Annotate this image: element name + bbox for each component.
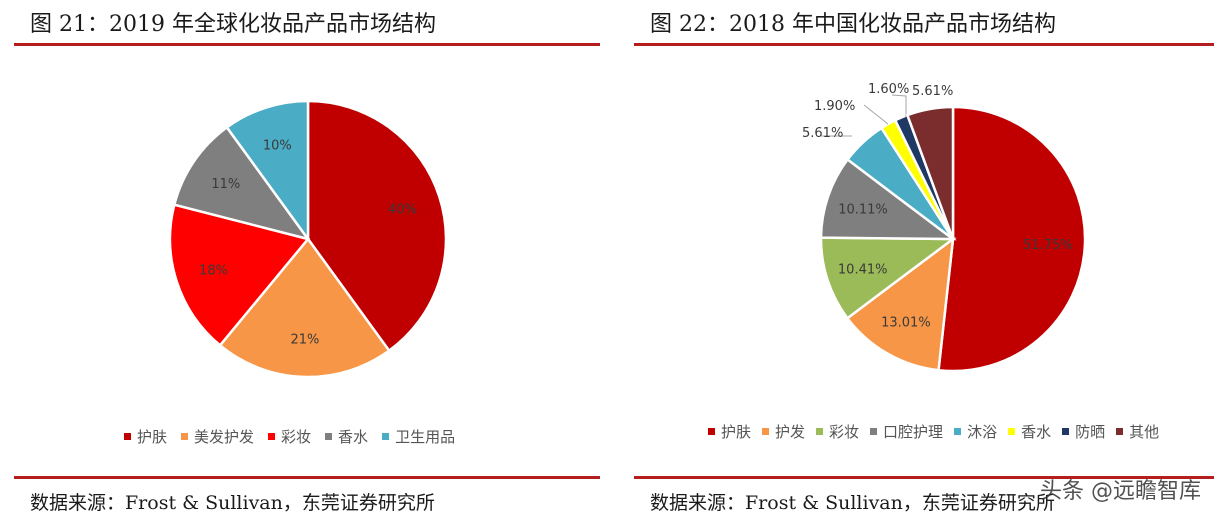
chart-title: 图 22：2018 年中国化妆品产品市场结构: [650, 12, 1056, 37]
data-label-7: 1.60%: [868, 82, 909, 97]
chart-title: 图 21：2019 年全球化妆品产品市场结构: [30, 12, 436, 37]
source-note: 数据来源：Frost & Sullivan，东莞证券研究所: [30, 492, 435, 514]
pie-chart-global: 40% 21% 18% 11% 10%: [168, 99, 448, 379]
data-label-6: 1.90%: [814, 99, 855, 114]
pie-slice-2: [845, 236, 955, 372]
pie-slice-3: [168, 203, 311, 348]
pie-slice-1: [937, 105, 1087, 373]
legend-swatch: [954, 428, 962, 435]
pie-slice-5: [225, 99, 310, 243]
legend-label: 美发护发: [194, 428, 255, 446]
data-label-2: 21%: [290, 332, 319, 347]
pie-slice-4: [819, 157, 957, 241]
pie-slice-8: [905, 105, 955, 240]
legend-item-4: 口腔护理: [870, 421, 943, 442]
leader-line-7: [891, 94, 907, 117]
legend-item-1: 护肤: [708, 421, 751, 442]
legend-label: 彩妆: [281, 428, 312, 446]
legend-item-4: 香水: [325, 426, 368, 447]
legend-label: 卫生用品: [395, 428, 456, 446]
legend-swatch: [762, 428, 770, 435]
legend-item-3: 彩妆: [816, 421, 859, 442]
legend-swatch: [181, 433, 189, 440]
pie-slice-3: [819, 236, 957, 320]
legend-label: 护发: [775, 423, 806, 441]
legend-label: 防晒: [1075, 423, 1106, 441]
legend-label: 香水: [338, 428, 369, 446]
legend-swatch: [1008, 428, 1016, 435]
legend-item-6: 香水: [1008, 421, 1051, 442]
legend-swatch: [1062, 428, 1070, 435]
data-label-3: 10.41%: [838, 263, 888, 278]
source-note: 数据来源：Frost & Sullivan，东莞证券研究所: [650, 492, 1055, 514]
legend-swatch: [870, 428, 878, 435]
source-rule: [14, 476, 600, 479]
legend-swatch: [268, 433, 276, 440]
legend-swatch: [124, 433, 131, 440]
data-label-4: 11%: [211, 177, 240, 192]
legend-label: 其他: [1129, 423, 1160, 441]
legend-item-1: 护肤: [124, 426, 167, 447]
legend-swatch: [816, 428, 824, 435]
legend-swatch: [325, 433, 333, 440]
legend-label: 口腔护理: [883, 423, 944, 441]
source-rule: [634, 476, 1214, 479]
legend-item-5: 沐浴: [954, 421, 997, 442]
pie-slice-1: [306, 99, 448, 353]
data-label-4: 10.11%: [838, 202, 888, 217]
data-label-8: 5.61%: [912, 84, 953, 99]
legend-item-2: 美发护发: [181, 426, 254, 447]
watermark: 头条 @远瞻智库: [1040, 479, 1201, 504]
pie-slice-2: [218, 236, 391, 379]
chart-panel-global: 图 21：2019 年全球化妆品产品市场结构 40% 21% 18% 11% 10% 护…: [14, 12, 600, 514]
title-rule: [634, 43, 1214, 46]
chart-legend: 护肤 美发护发 彩妆 香水 卫生用品: [124, 426, 469, 447]
chart-panel-china: 图 22：2018 年中国化妆品产品市场结构 51.75% 13.01% 10.41…: [616, 0, 1232, 524]
legend-swatch: [382, 433, 390, 440]
legend-swatch: [708, 428, 715, 435]
leader-line-6: [863, 104, 889, 125]
legend-item-8: 其他: [1116, 421, 1159, 442]
legend-label: 沐浴: [967, 423, 998, 441]
legend-item-7: 防晒: [1062, 421, 1105, 442]
legend-label: 香水: [1021, 423, 1052, 441]
legend-label: 护肤: [137, 428, 168, 446]
legend-item-2: 护发: [762, 421, 805, 442]
data-label-5: 5.61%: [802, 126, 843, 141]
pie-chart-china: 51.75%13.01%10.41%10.11%5.61%1.90%1.60% 5…: [802, 82, 1087, 373]
data-label-2: 13.01%: [881, 316, 931, 331]
data-label-1: 40%: [388, 202, 417, 217]
chart-legend: 护肤 护发 彩妆 口腔护理 沐浴 香水 防晒 其他: [708, 421, 1170, 442]
legend-item-3: 彩妆: [268, 426, 311, 447]
title-rule: [14, 43, 600, 46]
legend-swatch: [1116, 428, 1124, 435]
pie-slice-4: [172, 125, 312, 242]
legend-label: 护肤: [721, 423, 752, 441]
data-label-1: 51.75%: [1023, 238, 1073, 253]
legend-item-5: 卫生用品: [382, 426, 455, 447]
legend-label: 彩妆: [829, 423, 860, 441]
data-label-3: 18%: [199, 264, 228, 279]
data-label-5: 10%: [263, 139, 292, 154]
